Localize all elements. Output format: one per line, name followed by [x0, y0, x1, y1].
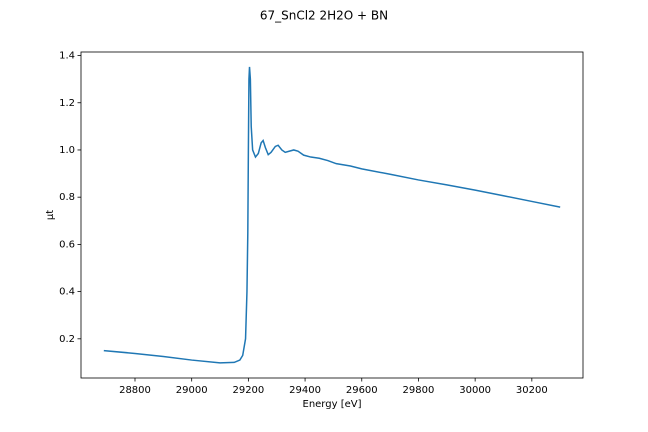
x-tick-label: 30000: [459, 385, 491, 396]
x-tick-label: 30200: [516, 385, 548, 396]
x-tick-label: 29400: [289, 385, 321, 396]
y-tick-label: 0.6: [59, 239, 75, 250]
y-tick-label: 1.4: [59, 51, 75, 62]
x-tick-label: 29800: [403, 385, 435, 396]
y-tick-label: 0.2: [59, 334, 75, 345]
y-tick-label: 1.0: [59, 145, 75, 156]
x-axis-label: Energy [eV]: [303, 399, 362, 410]
y-tick-label: 0.4: [59, 287, 75, 298]
plot-frame: [80, 51, 584, 379]
x-tick-label: 29600: [346, 385, 378, 396]
chart-title: 67_SnCl2 2H2O + BN: [260, 9, 388, 23]
x-tick-label: 29200: [232, 385, 264, 396]
y-axis-label: µt: [45, 210, 56, 220]
y-tick-label: 0.8: [59, 192, 75, 203]
x-tick-label: 28800: [119, 385, 151, 396]
x-tick-label: 29000: [176, 385, 208, 396]
y-tick-label: 1.2: [59, 98, 75, 109]
data-line: [103, 66, 561, 364]
